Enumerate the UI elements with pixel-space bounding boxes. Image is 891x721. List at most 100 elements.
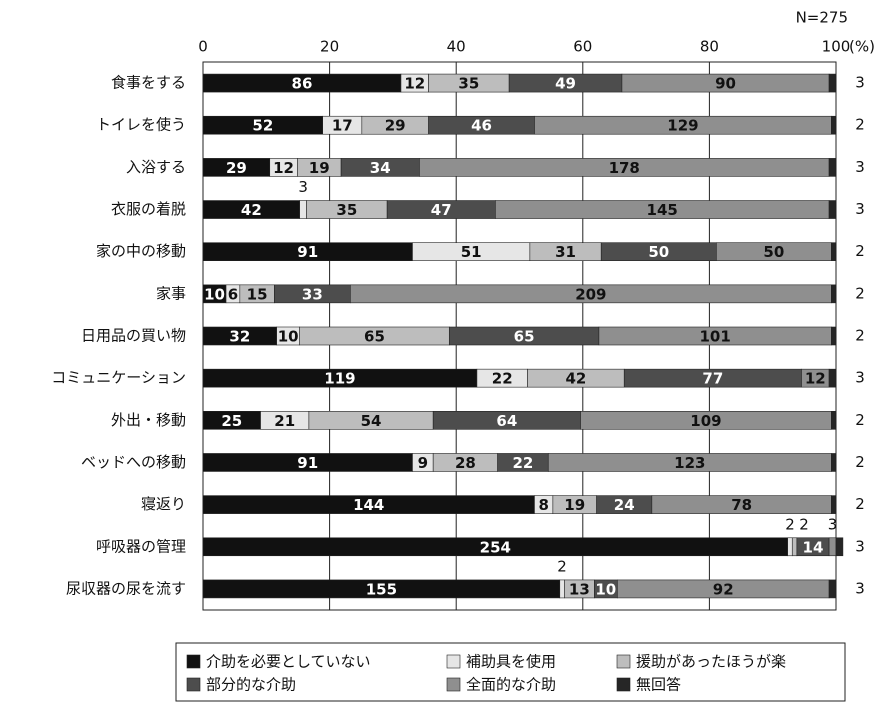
value-label: 155 [366, 580, 397, 598]
value-label: 2 [855, 495, 865, 513]
value-label: 254 [480, 538, 511, 556]
value-label: 3 [855, 200, 865, 218]
value-label: 2 [799, 515, 809, 533]
x-tick-label: 40 [447, 38, 466, 56]
bar-segment [831, 495, 837, 514]
value-label: 144 [353, 496, 384, 514]
value-label: 123 [674, 454, 705, 472]
value-label: 12 [273, 159, 294, 177]
value-label: 10 [204, 285, 225, 303]
value-label: 15 [247, 285, 268, 303]
value-label: 91 [297, 243, 318, 261]
value-label: 2 [855, 284, 865, 302]
value-label: 25 [221, 412, 242, 430]
value-label: 47 [431, 201, 452, 219]
value-label: 3 [855, 537, 865, 555]
value-label: 14 [803, 538, 824, 556]
legend-swatch [446, 677, 461, 692]
value-label: 19 [564, 496, 585, 514]
value-label: 2 [855, 453, 865, 471]
x-tick-label: 80 [700, 38, 719, 56]
bar-segment [828, 537, 837, 557]
y-tick-label: 家の中の移動 [96, 242, 186, 260]
y-tick-label: 食事をする [111, 74, 186, 92]
value-label: 3 [855, 158, 865, 176]
value-label: 209 [575, 285, 606, 303]
value-label: 12 [404, 75, 425, 93]
value-label: 35 [336, 201, 357, 219]
legend-label: 介助を必要としていない [206, 653, 371, 671]
value-label: 49 [555, 75, 576, 93]
value-label: 92 [713, 580, 734, 598]
y-tick-label: 衣服の着脱 [111, 200, 186, 218]
bar-segment [559, 579, 565, 599]
value-label: 2 [855, 327, 865, 345]
bar-segment [835, 537, 844, 557]
value-label: 2 [855, 116, 865, 134]
bar-segment [791, 537, 798, 557]
value-label: 10 [278, 328, 299, 346]
x-tick-label: 20 [320, 38, 339, 56]
value-label: 42 [565, 370, 586, 388]
y-tick-label: 入浴する [126, 158, 186, 176]
value-label: 3 [855, 369, 865, 387]
y-tick-label: コミュニケーション [51, 369, 186, 387]
legend-box [175, 642, 846, 702]
bar-segment [831, 453, 837, 472]
value-label: 119 [324, 370, 355, 388]
legend-swatch [446, 654, 461, 669]
legend-label: 援助があったほうが楽 [636, 653, 786, 671]
value-label: 109 [690, 412, 721, 430]
value-label: 50 [763, 243, 784, 261]
value-label: 145 [647, 201, 678, 219]
bar-segment [831, 326, 837, 346]
bar-segment [828, 579, 837, 599]
value-label: 65 [364, 328, 385, 346]
value-label: 54 [361, 412, 382, 430]
value-label: 10 [595, 580, 616, 598]
bar-segment [831, 115, 837, 135]
value-label: 3 [855, 74, 865, 92]
value-label: 3 [855, 579, 865, 597]
value-label: 46 [471, 117, 492, 135]
y-tick-label: 寝返り [141, 495, 186, 513]
value-label: 13 [569, 580, 590, 598]
value-label: 29 [385, 117, 406, 135]
value-label: 29 [226, 159, 247, 177]
value-label: 77 [702, 370, 723, 388]
value-label: 35 [458, 75, 479, 93]
value-label: 64 [496, 412, 517, 430]
value-label: 90 [715, 75, 736, 93]
value-label: 34 [370, 159, 391, 177]
y-tick-label: 外出・移動 [111, 411, 186, 429]
value-label: 78 [731, 496, 752, 514]
value-label: 2 [557, 557, 567, 575]
legend-swatch [186, 677, 201, 692]
legend-swatch [616, 677, 631, 692]
value-label: 91 [297, 454, 318, 472]
value-label: 86 [292, 75, 313, 93]
x-tick-label: 0 [198, 38, 208, 56]
bar-segment [787, 537, 793, 557]
value-label: 8 [538, 496, 548, 514]
value-label: 12 [805, 370, 826, 388]
bar-segment [828, 158, 837, 177]
value-label: 178 [609, 159, 640, 177]
bar-segment [299, 200, 307, 219]
value-label: 101 [699, 328, 730, 346]
value-label: 129 [667, 117, 698, 135]
value-label: 6 [228, 285, 238, 303]
sample-size: N=275 [796, 9, 848, 27]
value-label: 19 [309, 159, 330, 177]
value-label: 28 [455, 454, 476, 472]
x-tick-label: 60 [573, 38, 592, 56]
bar-segment [831, 242, 837, 261]
value-label: 24 [614, 496, 635, 514]
legend-swatch [616, 654, 631, 669]
legend-label: 全面的な介助 [466, 676, 556, 694]
value-label: 17 [332, 117, 353, 135]
value-label: 3 [828, 515, 838, 533]
value-label: 31 [555, 243, 576, 261]
value-label: 52 [252, 117, 273, 135]
value-label: 21 [274, 412, 295, 430]
